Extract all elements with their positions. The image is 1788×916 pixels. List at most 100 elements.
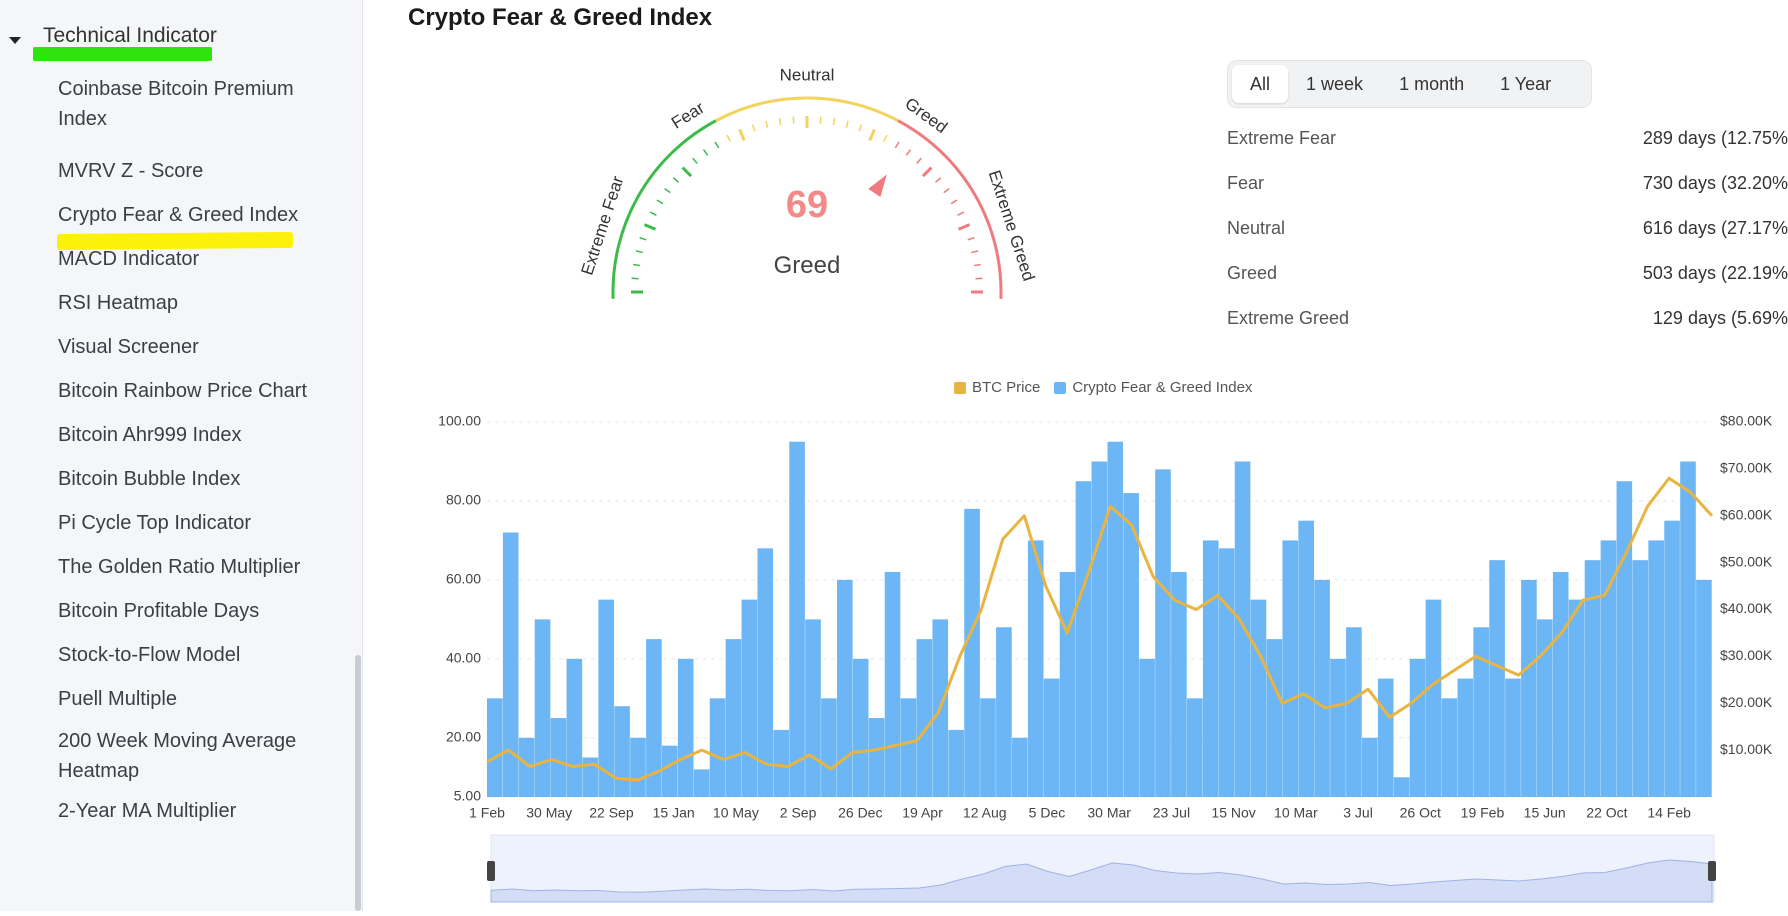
y-right-tick-label: $20.00K [1720, 694, 1773, 710]
index-bar [900, 698, 917, 797]
stat-label: Extreme Fear [1227, 128, 1337, 148]
stat-value: 129 days (5.69% [1652, 308, 1788, 328]
fear-greed-history-chart: BTC Price Crypto Fear & Greed Index 100.… [387, 365, 1788, 911]
index-bar [789, 441, 805, 797]
legend-swatch-index [1054, 381, 1067, 394]
legend-item-fear-greed-index[interactable]: Crypto Fear & Greed Index [1054, 379, 1252, 396]
x-tick-label: 26 Dec [838, 805, 882, 821]
index-bar [709, 698, 726, 797]
stat-row-neutral: Neutral 616 days (27.17% [1227, 214, 1788, 259]
legend-label: BTC Price [972, 379, 1041, 396]
sidebar-item[interactable]: Bitcoin Bubble Index [58, 468, 241, 490]
tab-1-week[interactable]: 1 week [1306, 74, 1364, 94]
stat-row-fear: Fear 730 days (32.20% [1227, 169, 1788, 214]
sidebar-item[interactable]: MVRV Z - Score [58, 160, 204, 182]
gauge-tick [950, 199, 958, 205]
gauge-tick [957, 223, 971, 231]
page-title: Crypto Fear & Greed Index [408, 4, 713, 31]
gauge-label-greed: Greed [901, 94, 950, 137]
gauge-tick [905, 149, 912, 156]
index-bar [1362, 737, 1378, 797]
gauge-value: 69 [786, 184, 828, 226]
gauge-tick [894, 141, 900, 149]
y-left-tick-label: 100.00 [438, 413, 481, 429]
stat-label: Extreme Greed [1227, 308, 1350, 328]
sidebar-item-crypto-fear-greed[interactable]: Crypto Fear & Greed Index [58, 204, 299, 226]
sidebar-item[interactable]: Bitcoin Rainbow Price Chart [58, 380, 307, 402]
sidebar-item[interactable]: MACD Indicator [58, 248, 200, 270]
gauge-tick [765, 120, 769, 128]
index-bar [1091, 461, 1108, 797]
gauge-tick [967, 236, 975, 241]
gauge-tick [726, 134, 731, 142]
gauge-tick [656, 199, 664, 205]
index-bar [1600, 540, 1617, 797]
index-bar [1282, 540, 1299, 797]
sidebar-item[interactable]: Pi Cycle Top Indicator [58, 512, 252, 534]
index-bar [518, 737, 535, 797]
y-left-tick-label: 40.00 [446, 650, 481, 666]
time-range-tabs: All 1 week 1 month 1 Year [1227, 60, 1592, 108]
y-right-tick-label: $50.00K [1720, 553, 1773, 569]
index-bar [868, 718, 885, 797]
gauge-tick [751, 124, 756, 132]
index-bar [1330, 658, 1346, 797]
index-bar [582, 757, 599, 797]
caret-down-icon[interactable] [9, 37, 21, 44]
index-bar [1425, 599, 1442, 797]
gauge-tick [692, 157, 698, 164]
gauge-tick [883, 134, 888, 142]
legend-item-btc-price[interactable]: BTC Price [954, 379, 1040, 396]
x-tick-label: 15 Jan [653, 805, 695, 821]
x-tick-label: 1 Feb [469, 805, 505, 821]
sidebar-item[interactable]: 2-Year MA Multiplier [58, 800, 237, 822]
index-bar [1218, 548, 1235, 797]
index-bar [1107, 441, 1124, 797]
tab-all[interactable]: All [1232, 65, 1289, 103]
index-bar [566, 658, 583, 797]
index-bar [948, 729, 964, 797]
x-tick-label: 14 Feb [1647, 805, 1691, 821]
sidebar-item[interactable]: Bitcoin Ahr999 Index [58, 424, 242, 446]
sidebar-item[interactable]: Bitcoin Profitable Days [58, 600, 260, 622]
index-bar [502, 532, 519, 797]
sidebar-item[interactable]: The Golden Ratio Multiplier [58, 556, 301, 578]
y-left-tick-label: 80.00 [446, 492, 481, 508]
tab-1-month[interactable]: 1 month [1399, 74, 1465, 94]
x-tick-label: 2 Sep [780, 805, 817, 821]
index-bar [1393, 777, 1410, 797]
section-header-technical-indicator[interactable]: Technical Indicator [0, 20, 340, 56]
main-content: Crypto Fear & Greed Index Extreme Fear Fe… [387, 0, 1788, 911]
x-tick-label: 30 Mar [1087, 805, 1131, 821]
sidebar-item[interactable]: Coinbase Bitcoin Premium Index [58, 78, 294, 130]
sidebar-item[interactable]: Visual Screener [58, 336, 199, 358]
index-bar [1521, 579, 1537, 797]
index-bar [725, 639, 742, 797]
sidebar-item[interactable]: RSI Heatmap [58, 292, 179, 314]
gauge-tick [639, 236, 647, 241]
sentiment-stats: Extreme Fear 289 days (12.75% Fear 730 d… [1227, 124, 1788, 349]
index-bar [1059, 572, 1076, 797]
sidebar-item[interactable]: Stock-to-Flow Model [58, 644, 241, 666]
section-label: Technical Indicator [43, 24, 217, 47]
sidebar-item[interactable]: Puell Multiple [58, 688, 177, 710]
index-bar [805, 619, 821, 797]
index-bar [1123, 493, 1139, 797]
index-bar [550, 718, 567, 797]
gauge-tick [868, 128, 876, 142]
index-bar [1409, 658, 1426, 797]
tab-1-year[interactable]: 1 Year [1500, 74, 1552, 94]
sidebar-scrollbar[interactable] [355, 655, 361, 911]
index-bar [821, 698, 837, 797]
x-tick-label: 15 Jun [1524, 805, 1566, 821]
gauge-pointer [868, 174, 887, 198]
index-bar [1489, 560, 1505, 797]
sidebar-item[interactable]: 200 Week Moving Average Heatmap [58, 730, 297, 782]
index-bar [1473, 627, 1489, 797]
index-bar [773, 729, 789, 797]
gauge-status: Greed [774, 252, 841, 279]
index-bar [1266, 639, 1283, 797]
gauge-tick [778, 118, 782, 126]
stat-value: 289 days (12.75% [1642, 128, 1788, 148]
